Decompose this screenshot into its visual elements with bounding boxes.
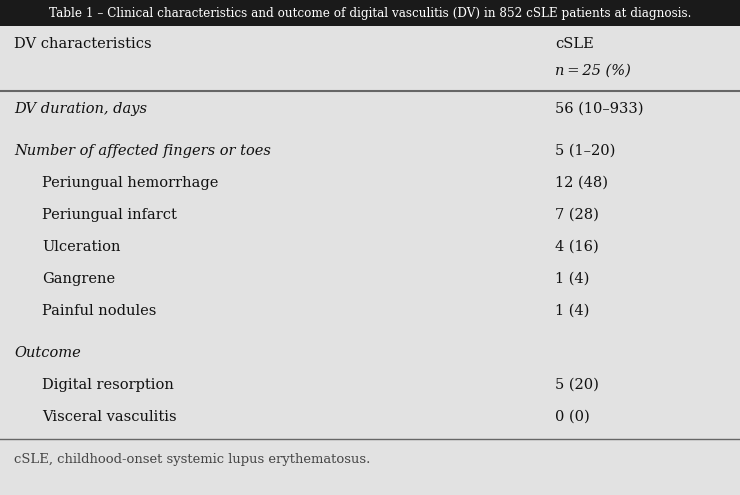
Bar — [0, 0, 740, 26]
Text: cSLE: cSLE — [555, 37, 593, 51]
Text: 12 (48): 12 (48) — [555, 176, 608, 190]
Text: Periungual infarct: Periungual infarct — [42, 207, 177, 222]
Text: Number of affected fingers or toes: Number of affected fingers or toes — [14, 144, 271, 157]
Text: 1 (4): 1 (4) — [555, 272, 589, 286]
Text: cSLE, childhood-onset systemic lupus erythematosus.: cSLE, childhood-onset systemic lupus ery… — [14, 452, 371, 465]
Text: Visceral vasculitis: Visceral vasculitis — [42, 409, 177, 424]
Text: Table 1 – Clinical characteristics and outcome of digital vasculitis (DV) in 852: Table 1 – Clinical characteristics and o… — [49, 6, 691, 19]
Text: Ulceration: Ulceration — [42, 240, 121, 253]
Text: DV characteristics: DV characteristics — [14, 37, 152, 51]
Text: 4 (16): 4 (16) — [555, 240, 599, 253]
Text: Painful nodules: Painful nodules — [42, 303, 156, 318]
Text: 56 (10–933): 56 (10–933) — [555, 101, 644, 116]
Text: 5 (20): 5 (20) — [555, 378, 599, 392]
Text: DV duration, days: DV duration, days — [14, 101, 147, 116]
Text: Periungual hemorrhage: Periungual hemorrhage — [42, 176, 218, 190]
Text: Gangrene: Gangrene — [42, 272, 115, 286]
Text: 0 (0): 0 (0) — [555, 409, 590, 424]
Text: 7 (28): 7 (28) — [555, 207, 599, 222]
Text: Outcome: Outcome — [14, 346, 81, 359]
Text: 5 (1–20): 5 (1–20) — [555, 144, 616, 157]
Text: n = 25 (%): n = 25 (%) — [555, 64, 631, 78]
Text: Digital resorption: Digital resorption — [42, 378, 174, 392]
Text: 1 (4): 1 (4) — [555, 303, 589, 318]
